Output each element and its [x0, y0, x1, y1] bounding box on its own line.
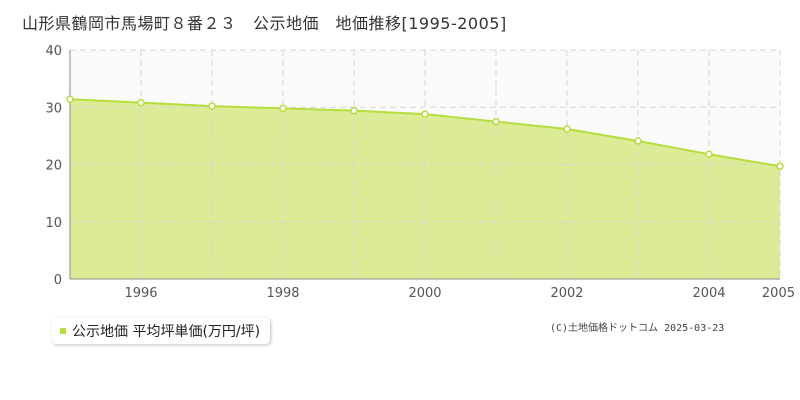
x-tick-label: 2000: [408, 286, 441, 301]
legend-swatch: [60, 328, 66, 334]
data-point: [776, 162, 784, 170]
legend[interactable]: 公示地価 平均坪単価(万円/坪): [52, 318, 271, 344]
data-point: [208, 102, 216, 110]
x-tick-label: 2005: [762, 286, 795, 301]
credit-text: (C)土地価格ドットコム 2025-03-23: [550, 323, 725, 334]
data-point: [421, 110, 429, 118]
data-point: [705, 150, 713, 158]
data-point: [66, 95, 74, 103]
x-tick-label: 1996: [124, 286, 157, 301]
data-point: [137, 98, 145, 107]
y-tick-label: 40: [45, 44, 62, 59]
legend-label: 公示地価 平均坪単価(万円/坪): [72, 324, 261, 340]
data-point: [492, 117, 500, 126]
data-point: [563, 125, 571, 133]
y-tick-label: 0: [54, 273, 62, 288]
chart-title: 山形県鶴岡市馬場町８番２３ 公示地価 地価推移[1995-2005]: [22, 14, 507, 33]
y-tick-label: 30: [45, 101, 62, 116]
area-fill: [70, 99, 780, 279]
data-point: [634, 137, 642, 145]
x-tick-label: 2004: [692, 286, 725, 301]
y-tick-label: 20: [45, 159, 62, 174]
y-tick-label: 10: [45, 216, 62, 231]
x-tick-label: 2002: [550, 286, 583, 301]
data-point: [279, 104, 287, 113]
x-tick-label: 1998: [266, 286, 299, 301]
data-point: [350, 106, 358, 115]
